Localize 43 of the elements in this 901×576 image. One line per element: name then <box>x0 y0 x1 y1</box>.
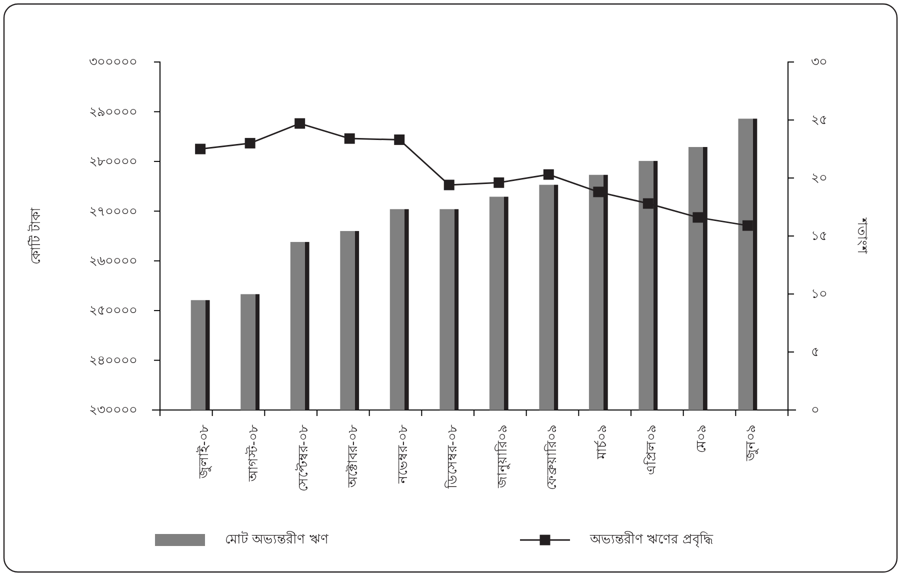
point <box>394 134 405 145</box>
point <box>444 180 454 190</box>
x-tick-label: সেপ্টেম্বর-০৮ <box>295 424 312 492</box>
legend-label: মোট অভ্যন্তরীণ ঋণ <box>225 532 330 548</box>
y2-tick-label: ৫ <box>811 344 819 360</box>
y2-tick-label: ১০ <box>811 286 827 302</box>
point <box>642 198 654 209</box>
x-tick-label: এপ্রিল০৯ <box>644 425 660 475</box>
point <box>593 186 604 198</box>
y2-axis-title: শতাংশ <box>854 217 869 254</box>
x-tick-label: নভেম্বর-০৮ <box>396 424 411 485</box>
x-tick-label: ডিসেম্বর-০৮ <box>444 424 461 490</box>
y2-tick-label: ২৫ <box>811 112 827 128</box>
x-tick-label: আগস্ট-০৮ <box>246 424 262 483</box>
y2-tick-label: ১৫ <box>811 228 827 244</box>
y-tick-label: ২৪০০০০ <box>89 352 137 368</box>
point <box>742 220 753 231</box>
y-tick-label: ২৯০০০০ <box>89 104 137 119</box>
point <box>344 133 355 144</box>
y-tick-label: ২৭০০০০ <box>89 203 137 218</box>
x-tick-label: মার্চ০৯ <box>594 425 610 460</box>
x-tick-label: মে০৯ <box>694 425 710 453</box>
y2-tick-label: ২০ <box>811 170 827 186</box>
y-tick-label: ২৫০০০০ <box>89 302 137 318</box>
x-tick-label: অক্টোবর-০৮ <box>346 424 362 489</box>
y-tick-label: ২৩০০০০ <box>89 402 137 418</box>
y2-tick-label: ০ <box>811 402 819 418</box>
x-tick-label: ফেব্রুয়ারি০৯ <box>544 425 560 490</box>
point <box>294 118 306 129</box>
point <box>543 169 554 180</box>
y-tick-label: ২৬০০০০ <box>89 253 137 268</box>
point <box>195 144 206 154</box>
legend-label: অভ্যন্তরীণ ঋণের প্রবৃদ্ধি <box>589 532 714 548</box>
x-tick-label: জুলাই-০৮ <box>196 424 212 480</box>
x-tick-label: জানুয়ারি০৯ <box>494 425 510 489</box>
y-axis-title: কোটি টাকা <box>28 207 44 265</box>
y-tick-label: ৩০০০০০ <box>89 54 137 70</box>
y2-tick-label: ৩০ <box>811 54 827 70</box>
y-tick-label: ২৮০০০০ <box>89 154 137 169</box>
point <box>692 212 704 223</box>
x-tick-label: জুন০৯ <box>744 425 760 462</box>
point <box>244 138 256 148</box>
point <box>494 177 504 188</box>
